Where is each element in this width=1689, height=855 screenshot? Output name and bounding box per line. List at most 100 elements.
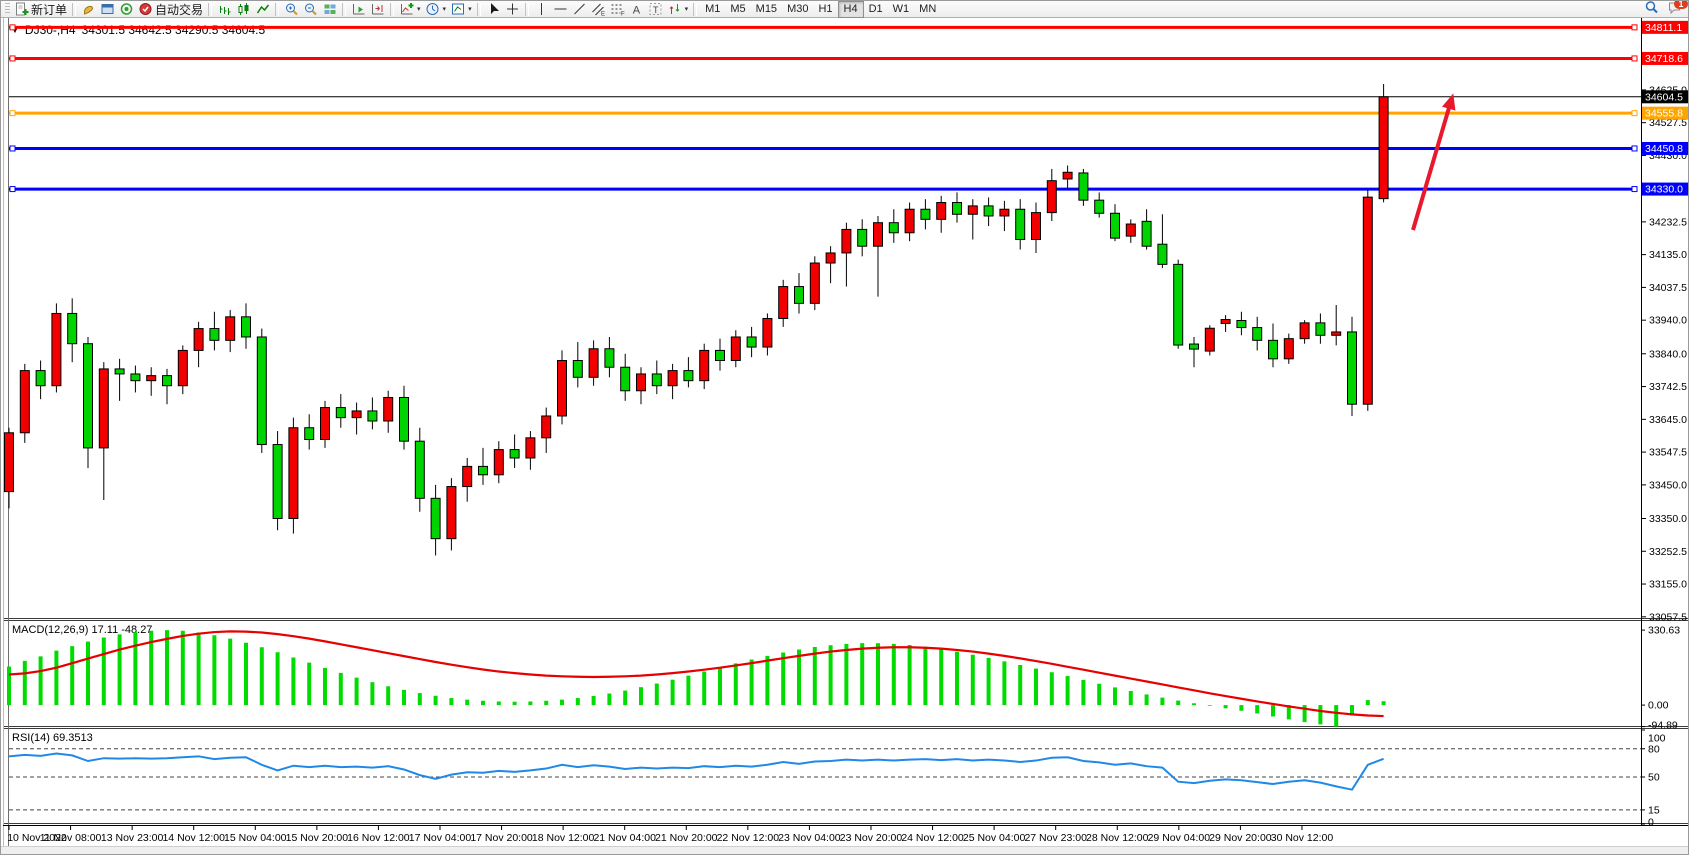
timeframe-m1-button[interactable]: M1 xyxy=(705,2,721,15)
auto-scroll-button[interactable] xyxy=(349,1,368,17)
price-badge-34811.1 xyxy=(1642,20,1688,34)
time-axis-label: 15 Nov 04:00 xyxy=(224,832,287,844)
trend-arrow-annotation[interactable] xyxy=(1411,93,1456,231)
hline-anchor[interactable] xyxy=(9,24,16,31)
chart-shift-button[interactable] xyxy=(368,1,387,17)
gold-icon xyxy=(84,5,94,15)
hline-anchor[interactable] xyxy=(1631,186,1638,193)
metaeditor-button[interactable] xyxy=(79,1,98,17)
hline-anchor[interactable] xyxy=(9,55,16,62)
chart-canvas[interactable]: 34625.034527.534430.034232.534135.034037… xyxy=(1,18,1689,855)
chart-window-button[interactable] xyxy=(98,1,117,17)
time-axis-label: 27 Nov 23:00 xyxy=(1024,832,1087,844)
zoom-out-button[interactable] xyxy=(301,1,320,17)
hline-anchor[interactable] xyxy=(1631,55,1638,62)
candle-body xyxy=(114,368,125,375)
candle-body xyxy=(256,336,267,446)
new-order-button-label: 新订单 xyxy=(31,2,68,17)
rsi-tick-label: 100 xyxy=(1648,733,1666,745)
hline-anchor[interactable] xyxy=(9,186,16,193)
price-badge-label: 34604.5 xyxy=(1645,91,1683,103)
trendline-button[interactable] xyxy=(570,1,589,17)
time-axis-label: 25 Nov 04:00 xyxy=(963,832,1026,844)
timeframe-m15-button[interactable]: M15 xyxy=(755,2,778,15)
chat-button[interactable]: 1 xyxy=(1667,1,1688,19)
candle-body xyxy=(920,208,931,220)
cursor-button[interactable] xyxy=(484,1,503,17)
bar-chart-button[interactable] xyxy=(215,1,234,17)
candle-body xyxy=(83,343,93,449)
timeframe-d1-button[interactable]: D1 xyxy=(868,2,883,15)
price-tick-label: 34037.5 xyxy=(1649,282,1687,294)
new-order-button[interactable]: 新订单 xyxy=(12,1,69,17)
timeframe-h4-button[interactable]: H4 xyxy=(837,1,864,18)
timeframe-h1-button[interactable]: H1 xyxy=(818,2,833,15)
dropdown-caret-icon[interactable]: ▾ xyxy=(684,6,689,13)
svg-text:F: F xyxy=(621,12,625,17)
signals-button[interactable] xyxy=(117,1,136,17)
hline-anchor[interactable] xyxy=(1631,24,1638,31)
timeframe-w1-button[interactable]: W1 xyxy=(892,2,910,15)
candle-body xyxy=(1299,322,1310,340)
hline-anchor[interactable] xyxy=(9,110,16,117)
candle-body xyxy=(604,348,615,368)
autotrading-button[interactable]: 自动交易 xyxy=(136,1,205,17)
time-axis-label: 18 Nov 12:00 xyxy=(532,832,595,844)
candle-body xyxy=(67,312,78,345)
arrows-button[interactable]: ▾ xyxy=(665,1,691,17)
price-badge-34330.0 xyxy=(1642,182,1688,196)
indicators-button[interactable]: ▾ xyxy=(397,1,423,17)
time-axis-label: 14 Nov 12:00 xyxy=(162,832,225,844)
time-axis-label: 11 Nov 08:00 xyxy=(40,832,102,844)
svg-text:T: T xyxy=(653,5,659,15)
candle-body xyxy=(446,486,457,540)
time-axis-label: 10 Nov 2022 xyxy=(7,832,67,844)
price-badge-label: 34811.1 xyxy=(1645,22,1682,34)
bottom-strip xyxy=(1,846,1688,854)
timeframe-mn-button[interactable]: MN xyxy=(919,2,937,15)
line-chart-button[interactable] xyxy=(253,1,272,17)
candle-body xyxy=(51,312,62,387)
dropdown-caret-icon[interactable]: ▾ xyxy=(442,6,447,13)
candle-body xyxy=(1189,343,1199,350)
price-tick-label: 33742.5 xyxy=(1649,381,1687,393)
toolbar-grip[interactable] xyxy=(5,3,10,15)
periods-button[interactable]: ▾ xyxy=(423,1,449,17)
rsi-tick-label: 0 xyxy=(1648,817,1654,829)
hline-anchor[interactable] xyxy=(1631,145,1638,152)
candle-body xyxy=(430,497,441,540)
dropdown-caret-icon[interactable]: ▾ xyxy=(417,6,421,13)
candle-body xyxy=(367,410,378,422)
auto-scroll-icon xyxy=(353,4,365,15)
candle-body xyxy=(1283,338,1294,360)
candle-body xyxy=(1268,339,1278,360)
tile-windows-button[interactable] xyxy=(320,1,339,17)
candle-body xyxy=(1031,212,1041,240)
search-icon[interactable] xyxy=(1644,1,1659,19)
candle-body xyxy=(904,208,915,234)
crosshair-icon xyxy=(506,3,518,15)
candlestick-chart-button[interactable] xyxy=(234,1,253,17)
vertical-line-button[interactable] xyxy=(532,1,551,17)
text-button[interactable]: A xyxy=(627,1,646,17)
hline-anchor[interactable] xyxy=(1631,110,1638,117)
crosshair-button[interactable] xyxy=(503,1,522,17)
fibo-icon: F xyxy=(611,4,625,17)
templates-button[interactable]: ▾ xyxy=(448,1,474,17)
zoom-in-button[interactable] xyxy=(282,1,301,17)
hline-anchor[interactable] xyxy=(9,145,16,152)
candle-body xyxy=(651,373,662,387)
candle-body xyxy=(1062,171,1073,180)
timeframe-m30-button[interactable]: M30 xyxy=(787,2,809,15)
main-toolbar: 新订单 自动交易 ▾ ▾ ▾ E F A T ▾ M1 M5 M15 M30 H1 H4 D1 W1 MN xyxy=(1,1,1688,18)
zoom-out-icon xyxy=(305,3,317,16)
price-badge-34718.6 xyxy=(1642,51,1688,65)
candle-body xyxy=(1378,96,1389,200)
text-label-button[interactable]: T xyxy=(646,1,665,17)
timeframe-m5-button[interactable]: M5 xyxy=(730,2,746,15)
horizontal-line-button[interactable] xyxy=(551,1,570,17)
fibonacci-button[interactable]: F xyxy=(608,1,627,17)
equidistant-channel-button[interactable]: E xyxy=(589,1,608,17)
dropdown-caret-icon[interactable]: ▾ xyxy=(468,6,472,13)
candle-body xyxy=(1125,223,1136,237)
